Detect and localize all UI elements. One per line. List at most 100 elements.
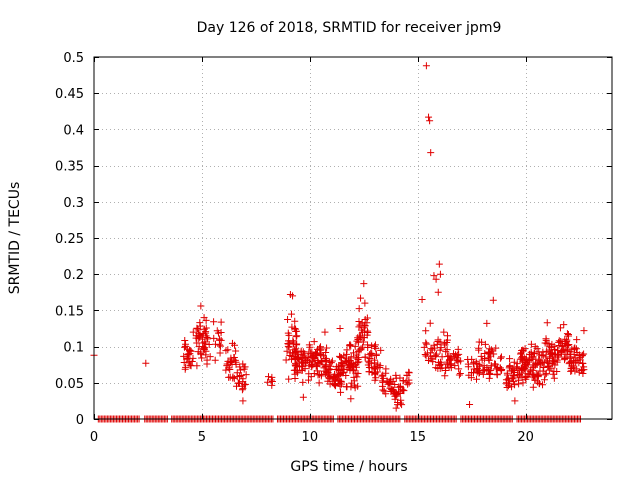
data-point xyxy=(231,356,239,364)
data-point xyxy=(298,366,306,374)
data-point xyxy=(242,380,250,388)
data-point xyxy=(550,374,558,382)
data-point xyxy=(388,385,396,393)
data-point xyxy=(513,363,521,371)
data-point xyxy=(540,364,548,372)
axis-ticks: 0 5 10 15 20 0 0.05 0.1 0.15 0.2 0.25 0.3 0.35 0.4 0.4… xyxy=(55,51,612,445)
data-point xyxy=(189,328,197,336)
data-point xyxy=(336,325,344,332)
data-point xyxy=(580,327,588,335)
data-point xyxy=(184,351,192,359)
data-point xyxy=(472,358,480,366)
data-point xyxy=(203,334,211,342)
data-point xyxy=(185,350,193,358)
data-point xyxy=(475,361,483,369)
data-point xyxy=(371,341,379,349)
data-point xyxy=(223,360,231,368)
data-point xyxy=(511,397,519,405)
y-tick-label: 0.1 xyxy=(63,341,84,356)
data-point xyxy=(468,355,476,363)
data-point xyxy=(336,352,344,360)
data-point xyxy=(291,346,299,354)
data-point xyxy=(567,367,575,375)
data-point xyxy=(321,328,329,336)
data-point xyxy=(325,365,333,373)
data-point xyxy=(236,363,244,371)
y-tick-label: 0.3 xyxy=(63,196,84,211)
data-point xyxy=(285,337,293,345)
data-point xyxy=(557,349,565,357)
data-point xyxy=(527,340,535,348)
data-point xyxy=(521,359,529,367)
data-point xyxy=(182,340,190,348)
data-point xyxy=(292,333,300,341)
y-tick-label: 0.2 xyxy=(63,268,84,283)
data-point xyxy=(322,348,330,356)
data-point xyxy=(343,346,351,354)
data-point xyxy=(342,372,350,380)
data-point xyxy=(213,327,221,335)
data-point xyxy=(342,350,350,358)
data-point xyxy=(529,373,537,381)
data-point xyxy=(532,359,540,367)
data-point xyxy=(354,359,362,367)
data-point xyxy=(529,353,537,361)
data-point xyxy=(325,375,333,383)
data-point xyxy=(423,340,431,348)
data-point xyxy=(560,321,568,329)
data-point xyxy=(392,371,400,379)
data-point xyxy=(193,339,201,347)
data-point xyxy=(182,363,190,371)
data-point xyxy=(422,339,430,347)
data-point xyxy=(360,324,368,332)
data-point xyxy=(534,378,542,386)
data-point xyxy=(298,358,306,366)
data-point xyxy=(550,342,558,350)
data-point xyxy=(510,369,518,377)
data-point xyxy=(435,260,443,268)
data-point xyxy=(330,373,338,381)
data-point xyxy=(308,353,316,361)
data-point xyxy=(543,319,551,327)
data-point xyxy=(377,346,385,354)
data-point xyxy=(284,316,292,324)
data-point xyxy=(200,344,208,352)
data-point xyxy=(313,367,321,375)
data-point xyxy=(345,363,353,371)
data-point xyxy=(504,375,512,383)
data-point xyxy=(338,380,346,388)
data-point xyxy=(289,338,297,346)
data-point xyxy=(504,382,512,390)
data-point xyxy=(202,332,210,340)
data-point xyxy=(293,368,301,376)
data-point xyxy=(529,366,537,374)
data-point xyxy=(476,362,484,370)
data-point xyxy=(347,395,355,403)
data-point xyxy=(226,365,234,373)
data-point xyxy=(292,325,300,333)
data-point xyxy=(318,358,326,366)
data-point xyxy=(534,372,542,380)
data-point xyxy=(357,294,365,302)
data-point xyxy=(573,336,581,344)
data-point xyxy=(299,393,307,401)
data-point xyxy=(536,367,544,375)
data-point xyxy=(217,329,225,337)
data-point xyxy=(310,338,318,346)
data-point xyxy=(361,299,369,307)
data-point xyxy=(555,337,563,345)
data-point xyxy=(307,373,315,381)
data-point xyxy=(385,379,393,387)
data-point xyxy=(519,347,527,355)
x-tick-label: 10 xyxy=(302,430,319,445)
data-point xyxy=(237,372,245,380)
data-point xyxy=(453,351,461,359)
x-tick-label: 20 xyxy=(517,430,534,445)
data-point xyxy=(426,117,434,125)
data-point xyxy=(447,364,455,372)
data-point xyxy=(355,305,363,313)
data-point xyxy=(291,356,299,364)
data-point xyxy=(464,360,472,368)
data-point xyxy=(477,352,485,360)
data-point xyxy=(349,367,357,375)
